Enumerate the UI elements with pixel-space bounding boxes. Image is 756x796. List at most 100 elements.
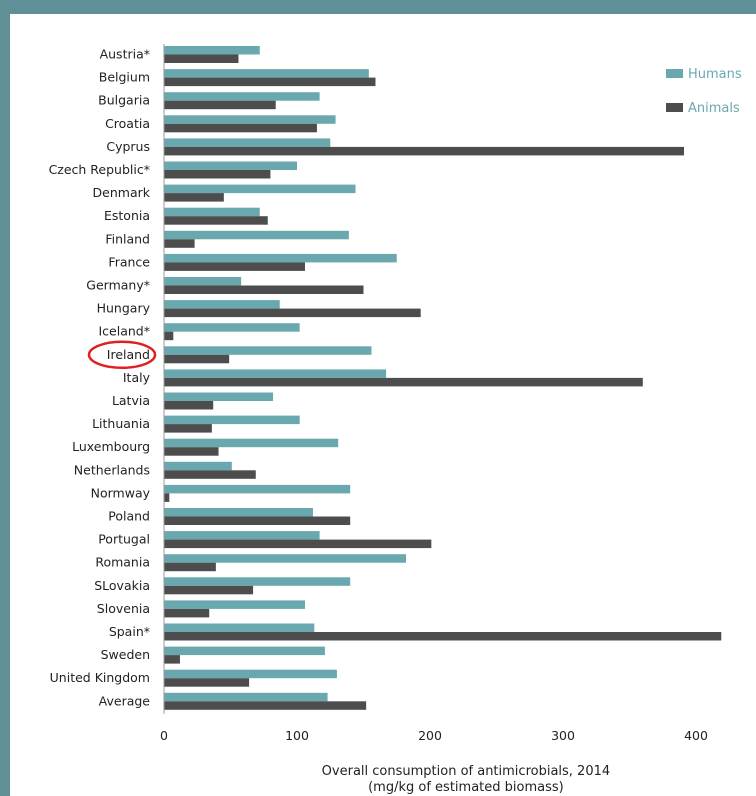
x-tick-label: 200 bbox=[418, 728, 442, 743]
bar-animals-27 bbox=[164, 678, 250, 687]
bar-humans-3 bbox=[164, 115, 336, 124]
bar-humans-7 bbox=[164, 207, 260, 217]
category-label: France bbox=[108, 254, 150, 269]
category-label: Finland bbox=[105, 231, 150, 246]
category-label: Netherlands bbox=[74, 462, 150, 477]
bar-humans-21 bbox=[164, 531, 320, 540]
bar-humans-6 bbox=[164, 184, 356, 194]
legend: Humans Animals bbox=[666, 67, 742, 116]
bar-animals-0 bbox=[164, 54, 239, 63]
bar-humans-4 bbox=[164, 138, 331, 147]
bar-animals-20 bbox=[164, 516, 351, 525]
bar-animals-19 bbox=[164, 493, 170, 502]
bar-animals-18 bbox=[164, 470, 256, 479]
category-labels: Austria* Belgium Bulgaria Croatia Cyprus Czec… bbox=[49, 47, 151, 709]
bar-humans-18 bbox=[164, 461, 232, 471]
category-label: Slovenia bbox=[97, 601, 150, 616]
x-tick-label: 100 bbox=[285, 728, 309, 743]
category-label: Denmark bbox=[93, 185, 151, 200]
bar-animals-3 bbox=[164, 123, 317, 133]
bar-humans-2 bbox=[164, 92, 320, 101]
bar-animals-26 bbox=[164, 655, 180, 664]
bar-animals-12 bbox=[164, 331, 174, 341]
x-axis-ticks: 0 100 200 300 400 bbox=[160, 728, 708, 743]
x-tick-label: 400 bbox=[684, 728, 708, 743]
bar-animals-14 bbox=[164, 377, 643, 387]
bar-humans-20 bbox=[164, 508, 313, 517]
category-label: Cyprus bbox=[106, 139, 150, 154]
bar-animals-10 bbox=[164, 285, 364, 294]
bar-humans-28 bbox=[164, 692, 328, 702]
legend-swatch-humans bbox=[666, 69, 683, 78]
legend-swatch-animals bbox=[666, 103, 683, 112]
category-label: Latvia bbox=[112, 393, 150, 408]
legend-label-animals: Animals bbox=[688, 101, 740, 116]
category-label: Czech Republic* bbox=[49, 162, 150, 177]
category-label: Germany* bbox=[86, 278, 150, 293]
bar-animals-17 bbox=[164, 447, 219, 456]
bar-animals-13 bbox=[164, 354, 230, 364]
x-axis-label-line1: Overall consumption of antimicrobials, 2… bbox=[322, 764, 610, 779]
category-label: SLovakia bbox=[94, 578, 150, 593]
category-label: Spain* bbox=[109, 624, 150, 639]
x-tick-label: 300 bbox=[551, 728, 575, 743]
bar-animals-15 bbox=[164, 401, 214, 410]
bar-humans-25 bbox=[164, 623, 315, 632]
bar-humans-23 bbox=[164, 577, 351, 586]
bars-group bbox=[164, 46, 722, 710]
bar-animals-25 bbox=[164, 632, 722, 641]
bar-humans-16 bbox=[164, 415, 300, 425]
category-label: Croatia bbox=[105, 116, 150, 131]
bar-animals-23 bbox=[164, 585, 254, 595]
category-label: Normway bbox=[91, 485, 151, 500]
bar-animals-16 bbox=[164, 424, 212, 433]
bar-animals-2 bbox=[164, 100, 276, 110]
legend-label-humans: Humans bbox=[688, 67, 742, 82]
category-label: Austria* bbox=[100, 47, 150, 62]
bar-humans-22 bbox=[164, 554, 407, 563]
x-axis-label-line2: (mg/kg of estimated biomass) bbox=[368, 780, 564, 795]
chart-panel bbox=[10, 14, 756, 796]
bar-humans-5 bbox=[164, 161, 297, 170]
bar-humans-13 bbox=[164, 346, 372, 355]
bar-humans-14 bbox=[164, 369, 387, 378]
bar-animals-8 bbox=[164, 239, 195, 248]
bar-humans-19 bbox=[164, 484, 351, 494]
bar-animals-11 bbox=[164, 308, 421, 318]
category-label: Lithuania bbox=[92, 416, 150, 431]
category-label: Average bbox=[99, 693, 151, 708]
bar-animals-24 bbox=[164, 608, 210, 618]
bar-humans-0 bbox=[164, 46, 260, 55]
bar-humans-26 bbox=[164, 646, 325, 656]
bar-humans-15 bbox=[164, 392, 274, 401]
bar-animals-4 bbox=[164, 146, 685, 156]
bar-animals-22 bbox=[164, 562, 216, 572]
category-label: Ireland bbox=[107, 347, 150, 362]
category-label: Estonia bbox=[104, 208, 150, 223]
category-label: Bulgaria bbox=[98, 93, 150, 108]
x-tick-label: 0 bbox=[160, 728, 168, 743]
bar-humans-11 bbox=[164, 300, 280, 309]
bar-animals-21 bbox=[164, 539, 432, 549]
bar-animals-6 bbox=[164, 193, 224, 202]
category-label: Belgium bbox=[99, 70, 150, 85]
category-label: United Kingdom bbox=[50, 670, 150, 685]
bar-animals-1 bbox=[164, 77, 376, 87]
bar-humans-12 bbox=[164, 323, 300, 332]
bar-humans-8 bbox=[164, 230, 349, 240]
bar-humans-24 bbox=[164, 600, 305, 609]
category-label: Portugal bbox=[98, 532, 150, 547]
bar-animals-7 bbox=[164, 216, 268, 225]
bar-humans-9 bbox=[164, 253, 397, 263]
bar-animals-9 bbox=[164, 262, 305, 271]
category-label: Sweden bbox=[101, 647, 150, 662]
category-label: Poland bbox=[108, 509, 150, 524]
bar-humans-1 bbox=[164, 69, 369, 78]
category-label: Romania bbox=[95, 555, 150, 570]
bar-humans-10 bbox=[164, 277, 242, 286]
category-label: Iceland* bbox=[99, 324, 151, 339]
bar-humans-27 bbox=[164, 669, 337, 679]
bar-animals-28 bbox=[164, 701, 367, 710]
